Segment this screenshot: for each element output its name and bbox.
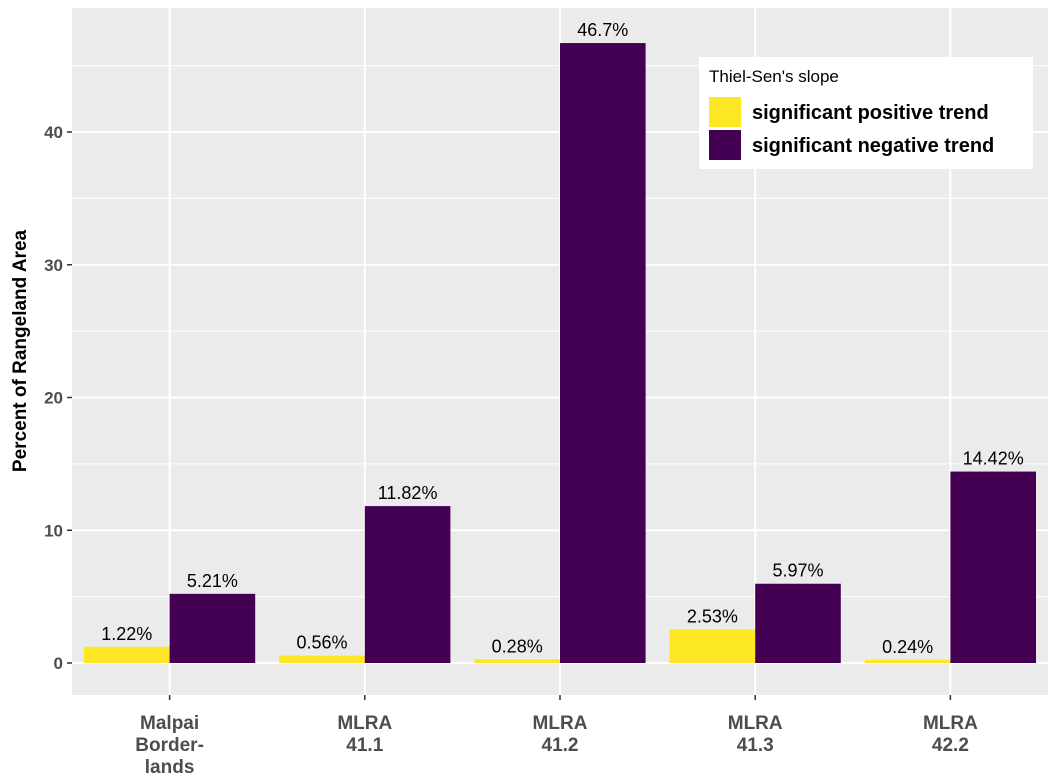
- axes: 0 10 20 30 40 Malpai Border-lands MLRA 41.1 MLRA 4…: [44, 123, 978, 773]
- bar-positive: [84, 646, 170, 663]
- bar-positive: [474, 659, 560, 663]
- x-tick-label: MLRA 41.2: [533, 713, 588, 756]
- y-tick-label: 20: [44, 389, 63, 408]
- bar-negative: [169, 593, 256, 663]
- bars: [84, 43, 1036, 664]
- legend-swatch-positive: [709, 97, 741, 127]
- data-label: 5.21%: [187, 571, 238, 591]
- bar-negative: [950, 471, 1036, 663]
- legend-box: [699, 57, 1033, 169]
- y-tick-label: 40: [44, 123, 63, 142]
- bar-negative: [364, 506, 451, 663]
- y-axis-label: Percent of Rangeland Area: [10, 229, 31, 472]
- legend-title: Thiel-Sen's slope: [709, 67, 839, 86]
- y-tick-label: 0: [54, 654, 63, 673]
- y-tick-label: 10: [44, 521, 63, 540]
- data-label: 1.22%: [101, 624, 152, 644]
- legend: Thiel-Sen's slope significant positive t…: [699, 57, 1033, 169]
- x-tick-label: MLRA 42.2: [923, 713, 978, 756]
- x-tick-label: Malpai Border-lands: [135, 713, 204, 773]
- data-labels: 1.22% 5.21% 0.56% 11.82% 0.28% 46.7% 2.53% 5.97…: [101, 20, 1023, 657]
- legend-label-negative: significant negative trend: [752, 135, 994, 157]
- y-tick-label: 30: [44, 256, 63, 275]
- legend-label-positive: significant positive trend: [752, 102, 989, 124]
- bar-positive: [279, 655, 365, 663]
- data-label: 0.28%: [492, 636, 543, 656]
- bar-negative: [560, 43, 646, 664]
- data-label: 11.82%: [378, 483, 438, 503]
- bar-positive: [669, 629, 756, 663]
- data-label: 14.42%: [963, 449, 1024, 469]
- legend-swatch-negative: [709, 130, 741, 160]
- data-label: 0.56%: [296, 633, 347, 653]
- bar-negative: [755, 583, 841, 663]
- data-label: 0.24%: [882, 637, 933, 657]
- x-tick-label: MLRA 41.1: [337, 713, 392, 756]
- data-label: 2.53%: [687, 606, 738, 626]
- bar-positive: [864, 659, 951, 663]
- x-tick-label: MLRA 41.3: [728, 713, 783, 756]
- data-label: 46.7%: [577, 20, 628, 40]
- data-label: 5.97%: [772, 561, 823, 581]
